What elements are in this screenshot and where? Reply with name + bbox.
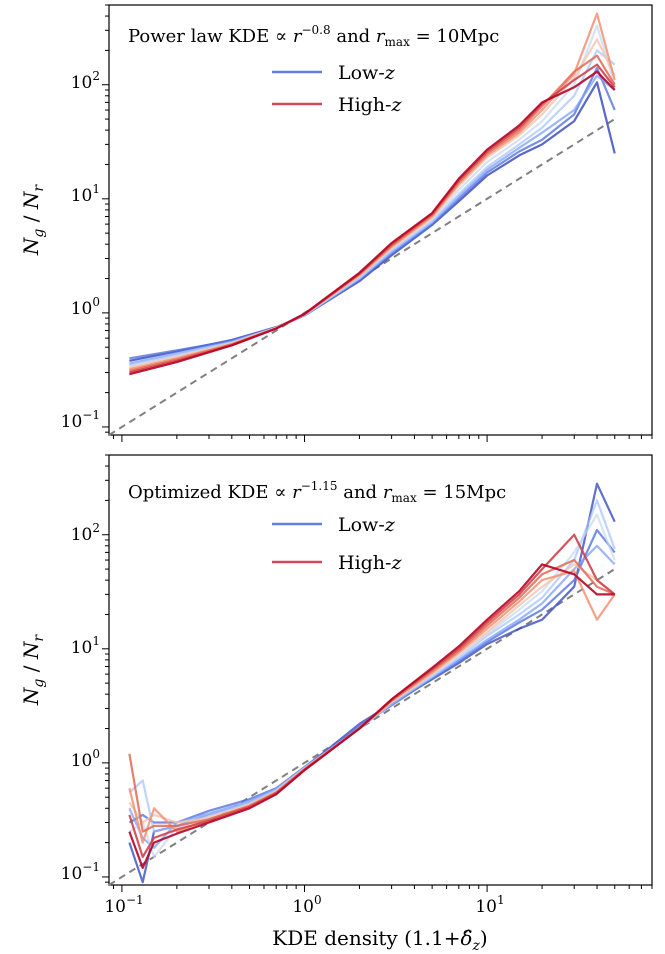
y-tick-label: 101 — [71, 634, 100, 658]
y-axis-label: Ng / Nr — [19, 634, 47, 706]
bottom-panel: 102 101 100 10−1 10−1 100 101 KDE densit… — [19, 454, 653, 954]
top-panel: 102 101 100 10−1 Ng / Nr Power law KDE ∝… — [19, 4, 653, 442]
series-line — [128, 563, 615, 870]
series-lines — [128, 482, 616, 884]
legend: Low-z High-z — [272, 514, 402, 574]
axis-ticks — [102, 4, 653, 442]
y-tick-label: 10−1 — [61, 860, 100, 884]
y-tick-label: 102 — [71, 69, 100, 93]
y-tick-label: 100 — [71, 747, 100, 771]
chart-title: Optimized KDE ∝ r−1.15 and rmax = 15Mpc — [128, 479, 506, 505]
dashed-reference-line — [108, 568, 616, 886]
reference-line — [108, 118, 616, 436]
legend-label-high-z: High-z — [338, 94, 402, 116]
y-axis-label: Ng / Nr — [19, 184, 47, 256]
y-tick-label: 101 — [71, 182, 100, 206]
x-axis-label: KDE density (1.1+δ̂z) — [272, 926, 487, 954]
y-tick-label: 10−1 — [61, 408, 100, 432]
x-tick-label: 10−1 — [104, 893, 143, 917]
chart-title: Power law KDE ∝ r−0.8 and rmax = 10Mpc — [128, 23, 499, 49]
series-lines — [129, 12, 616, 376]
x-tick-label: 100 — [292, 893, 321, 917]
legend-label-low-z: Low-z — [338, 62, 396, 84]
x-tick-label: 101 — [475, 893, 504, 917]
legend: Low-z High-z — [272, 62, 402, 116]
plot-frame — [108, 4, 653, 436]
reference-line — [108, 568, 616, 886]
series-line — [129, 70, 616, 376]
axis-ticks — [102, 454, 653, 892]
dashed-reference-line — [108, 118, 616, 436]
legend-label-low-z: Low-z — [338, 514, 396, 536]
y-tick-label: 102 — [71, 521, 100, 545]
y-tick-label: 100 — [71, 295, 100, 319]
legend-label-high-z: High-z — [338, 552, 402, 574]
